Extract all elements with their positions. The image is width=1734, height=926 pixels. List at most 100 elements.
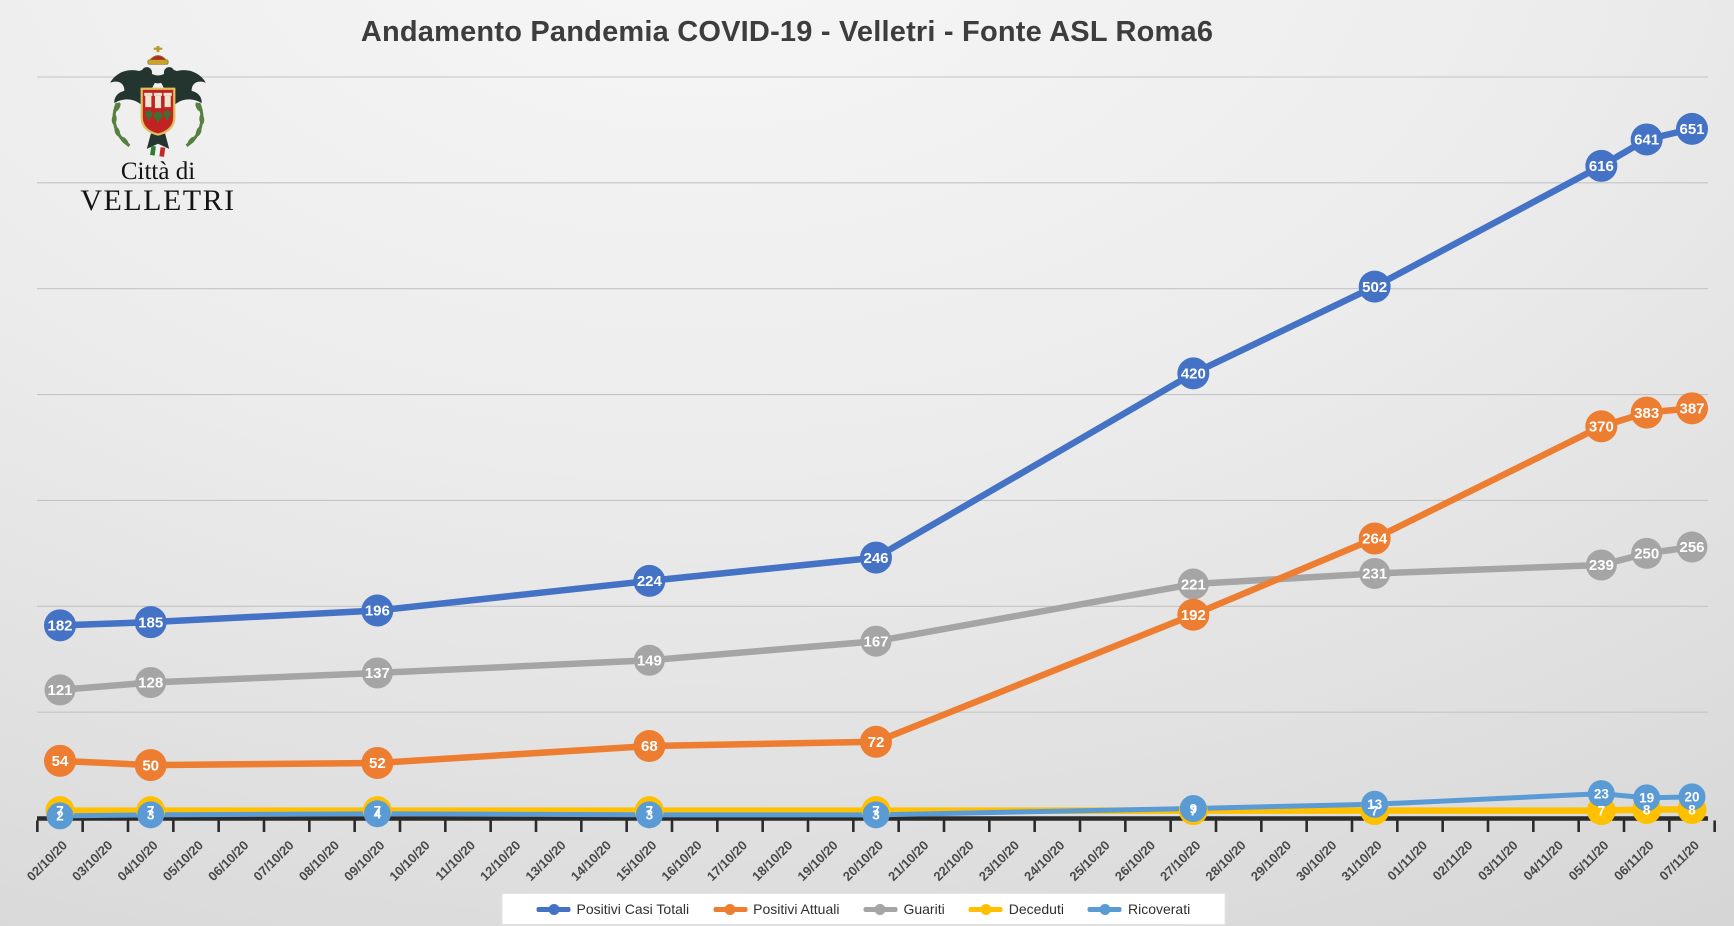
data-labels-guariti: 121 128 137 149 167 221 231 239 250 256 [47, 539, 1704, 699]
data-point-marker [1585, 549, 1617, 581]
data-point-marker [1177, 357, 1210, 390]
legend-item-deceduti: Deceduti [968, 901, 1064, 917]
data-label: 651 [1679, 121, 1704, 138]
data-label: 9 [1190, 801, 1198, 816]
legend-marker-icon [713, 903, 748, 915]
chart-legend: Positivi Casi Totali Positivi Attuali Guar… [501, 893, 1226, 925]
x-axis-label: 02/10/20 [24, 838, 70, 884]
x-axis-label: 26/10/20 [1112, 838, 1158, 884]
x-axis-labels: 02/10/2003/10/2004/10/2005/10/2006/10/20… [24, 838, 1702, 884]
data-point-marker [46, 802, 74, 830]
logo-text-citta-di: Città di [120, 158, 196, 185]
data-point-marker [134, 606, 167, 639]
legend-label: Guariti [903, 901, 945, 917]
data-label: 196 [365, 603, 390, 620]
x-axis-label: 04/11/20 [1520, 838, 1566, 884]
x-axis-label: 18/10/20 [749, 838, 795, 884]
data-point-marker [1587, 780, 1615, 808]
markers-positivi-attuali [44, 392, 1708, 782]
data-label: 7 [1598, 803, 1606, 818]
data-point-marker [361, 746, 394, 779]
data-point-marker [1676, 392, 1708, 425]
data-label: 7 [56, 803, 64, 818]
data-label: 7 [1371, 803, 1379, 818]
chart-title: Andamento Pandemia COVID-19 - Velletri -… [360, 16, 1214, 48]
data-label: 7 [374, 803, 382, 818]
x-axis-label: 23/10/20 [976, 838, 1022, 884]
markers-ricoverati [46, 780, 1706, 830]
x-axis-label: 06/10/20 [205, 838, 251, 884]
data-point-marker [860, 625, 892, 657]
x-axis-label: 30/10/20 [1293, 838, 1339, 884]
data-label: 54 [52, 753, 69, 770]
data-label: 264 [1362, 531, 1388, 548]
data-label: 19 [1639, 791, 1654, 806]
x-axis-label: 17/10/20 [704, 838, 750, 884]
x-axis-label: 14/10/20 [568, 838, 614, 884]
data-point-marker [363, 800, 391, 828]
data-point-marker [361, 594, 394, 627]
legend-marker-icon [536, 903, 571, 915]
data-label: 3 [147, 808, 155, 823]
x-axis-label: 02/11/20 [1430, 838, 1476, 884]
x-axis-label: 11/10/20 [432, 838, 478, 884]
data-label: 224 [637, 573, 663, 590]
data-point-marker [1177, 568, 1209, 600]
gridlines [37, 76, 1708, 713]
data-labels-positivi-casi-totali: 182 185 196 224 246 420 502 616 641 651 [47, 121, 1704, 634]
data-label: 182 [47, 618, 72, 635]
data-label: 420 [1181, 366, 1206, 383]
data-label: 52 [369, 755, 386, 772]
data-label: 8 [1688, 802, 1696, 817]
legend-item-guariti: Guariti [863, 901, 945, 917]
data-point-marker [1630, 396, 1663, 429]
x-axis-label: 01/11/20 [1384, 838, 1430, 884]
velletri-coat-of-arms-icon [110, 46, 206, 157]
data-label: 256 [1679, 539, 1704, 556]
data-point-marker [1358, 270, 1391, 303]
x-axis-label: 22/10/20 [930, 838, 976, 884]
data-label: 128 [138, 675, 163, 692]
x-axis-label: 03/11/20 [1475, 838, 1521, 884]
legend-marker-icon [968, 903, 1003, 915]
x-axis-label: 07/10/20 [250, 838, 296, 884]
legend-marker-icon [863, 903, 898, 915]
data-point-marker [1676, 531, 1708, 563]
data-point-marker [1676, 112, 1708, 145]
data-point-marker [44, 609, 76, 642]
data-label: 239 [1589, 557, 1614, 574]
series-line-guariti [56, 543, 1696, 694]
x-axis-label: 06/11/20 [1611, 838, 1657, 884]
data-point-marker [860, 541, 892, 574]
data-label: 370 [1589, 419, 1614, 436]
data-point-marker [862, 801, 890, 829]
x-axis-label: 28/10/20 [1202, 838, 1248, 884]
data-label: 616 [1589, 158, 1614, 175]
data-labels-positivi-attuali: 54 50 52 68 72 192 264 370 383 387 [52, 401, 1705, 775]
data-label: 20 [1684, 790, 1699, 805]
data-point-marker [135, 667, 167, 699]
legend-item-positivi-casi-totali: Positivi Casi Totali [536, 901, 689, 917]
data-label: 13 [1367, 797, 1383, 812]
data-label: 137 [365, 665, 390, 682]
x-axis-label: 16/10/20 [658, 838, 704, 884]
data-point-marker [1358, 522, 1391, 555]
legend-item-ricoverati: Ricoverati [1087, 901, 1190, 917]
legend-item-positivi-attuali: Positivi Attuali [713, 901, 839, 917]
x-axis-label: 29/10/20 [1248, 838, 1294, 884]
x-axis-label: 07/11/20 [1656, 838, 1702, 884]
x-axis-label: 08/10/20 [296, 838, 342, 884]
x-axis-label: 19/10/20 [794, 838, 840, 884]
data-point-marker [134, 749, 167, 782]
data-label: 23 [1594, 786, 1610, 801]
data-label: 72 [868, 734, 885, 751]
data-label: 7 [147, 803, 155, 818]
legend-marker-icon [1087, 903, 1122, 915]
data-point-marker [1631, 537, 1663, 569]
logo-text-velletri: VELLETRI [80, 184, 236, 217]
data-point-marker [1630, 123, 1663, 156]
x-axis-label: 27/10/20 [1157, 838, 1203, 884]
data-label: 231 [1362, 566, 1387, 583]
